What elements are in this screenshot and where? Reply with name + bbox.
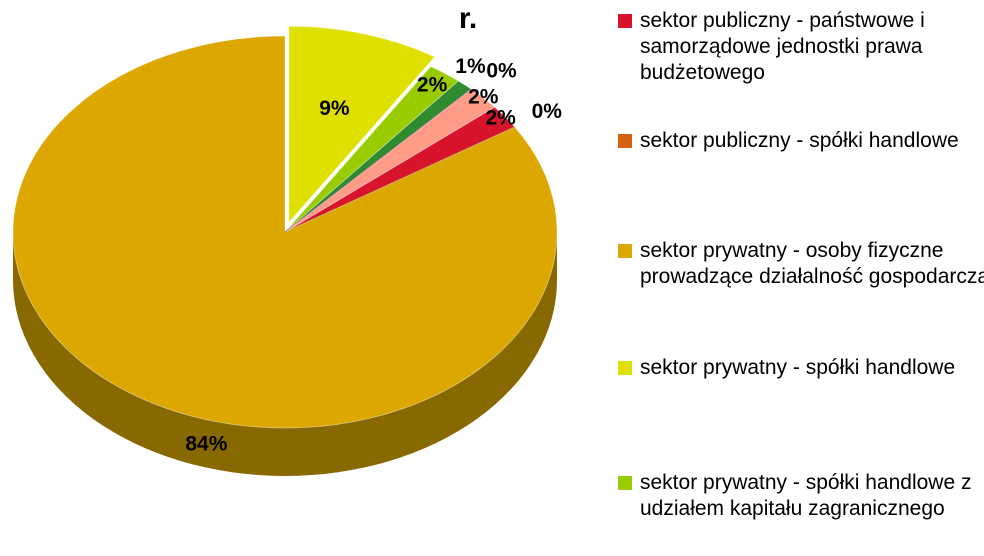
chart-title: r. [459,2,477,35]
legend-swatch [618,476,632,490]
legend-label: sektor prywatny - spółki handlowe z udzi… [640,471,972,520]
pie-tops [12,25,558,429]
chart: r. 2% 0%84%9%2%1% 0%2% [12,2,562,476]
legend-label: sektor publiczny - spółki handlowe [640,129,959,152]
legend-item: sektor prywatny - spółki handlowe z udzi… [618,470,984,522]
slice [284,88,496,233]
legend-item: sektor publiczny - państwowe i samorządo… [618,8,984,86]
legend-label: sektor prywatny - spółki handlowe [640,356,956,379]
legend-swatch [618,134,632,148]
slice [284,65,460,233]
data-label: 0% [532,100,563,123]
legend-swatch [618,244,632,258]
slice-side [13,232,557,476]
slice [284,126,515,233]
labels: 2% 0%84%9%2%1% 0%2% [185,55,562,456]
legend-label: sektor prywatny - osoby fizyczne prowadz… [640,239,984,288]
data-label: 9% [319,97,350,120]
legend-swatch [618,14,632,28]
legend-item: sektor prywatny - osoby fizyczne prowadz… [618,238,984,290]
data-label: 2% [417,74,448,97]
data-label: 0% [486,60,517,83]
legend-item: sektor prywatny - spółki handlowe [618,355,984,381]
pie-sides [13,232,557,476]
data-label: 1% [455,55,486,78]
legend-swatch [618,361,632,375]
data-label: 2% [485,107,516,130]
data-label: 84% [185,433,227,456]
legend-label: sektor publiczny - państwowe i samorządo… [640,9,925,84]
slice [288,25,436,224]
legend-item: sektor publiczny - spółki handlowe [618,128,984,154]
data-label: 2% [468,85,499,108]
